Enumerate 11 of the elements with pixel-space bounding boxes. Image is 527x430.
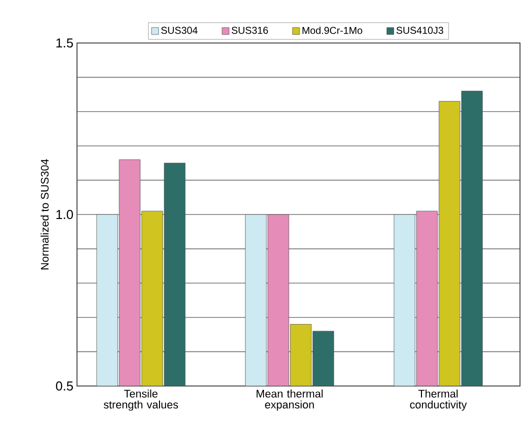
legend-label: Mod.9Cr-1Mo (302, 26, 362, 34)
y-tick-label: 1.0 (56, 210, 73, 220)
legend-label: SUS304 (161, 26, 198, 34)
y-tick-label: 1.5 (56, 38, 73, 48)
y-tick-label: 0.5 (56, 381, 73, 391)
x-tick-label: Tensile strength values (104, 390, 178, 411)
x-tick-label: Mean thermal expansion (256, 390, 323, 411)
legend-label: SUS316 (232, 26, 268, 34)
y-axis-title: Normalized to SUS304 (40, 159, 49, 270)
x-tick-label: Thermal conductivity (410, 390, 467, 411)
legend-label: SUS410J3 (396, 26, 444, 34)
